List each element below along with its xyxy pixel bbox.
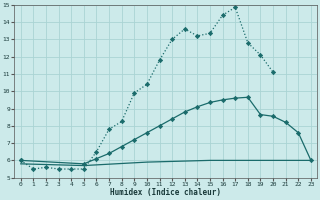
X-axis label: Humidex (Indice chaleur): Humidex (Indice chaleur) xyxy=(110,188,221,197)
